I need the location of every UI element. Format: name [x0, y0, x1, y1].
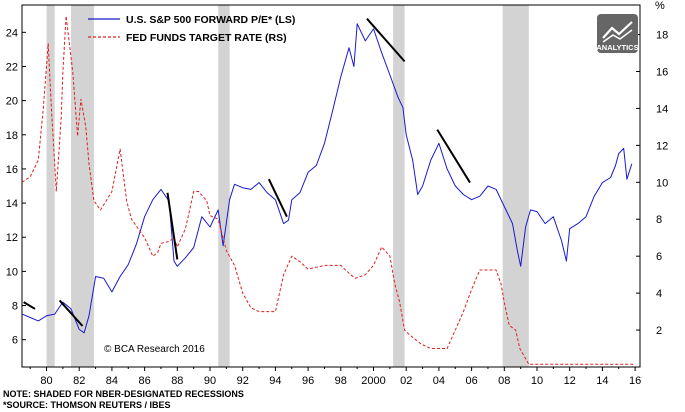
x-tick-label: 04	[433, 375, 445, 387]
trend-line-5	[436, 129, 471, 184]
credit-text: © BCA Research 2016	[104, 344, 205, 355]
x-tick-label: 06	[465, 375, 477, 387]
x-axis: 80 82 84 86 88 90 92 94 96 98 2000 02 04 06 08 10 12 14 16	[29, 367, 641, 387]
recession-band-4	[502, 5, 529, 367]
y-left-tick-label: 20	[6, 96, 18, 108]
y-left-tick-label: 10	[6, 266, 18, 278]
y-left-tick-label: 16	[6, 164, 18, 176]
note-source: *SOURCE: THOMSON REUTERS / IBES	[3, 400, 171, 410]
y-left-tick-label: 18	[6, 130, 18, 142]
y-right-tick-label: 6	[656, 251, 662, 263]
y-axis-right: 2 4 6 8 10 12 14 16 18	[636, 30, 668, 337]
trend-line-0	[23, 301, 36, 310]
x-tick-label: 2000	[361, 375, 385, 387]
logo-chart-icon	[602, 21, 633, 39]
trend-line-4	[366, 17, 406, 63]
plot-frame	[21, 4, 641, 368]
recession-band-1	[71, 5, 94, 367]
y-axis-left: 6 8 10 12 14 16 18 20 22 24	[6, 27, 26, 347]
x-tick-label: 10	[531, 375, 543, 387]
recession-band-0	[46, 5, 55, 367]
y-left-tick-label: 24	[6, 27, 18, 39]
x-tick-label: 88	[171, 375, 183, 387]
recession-band-2	[218, 5, 230, 367]
x-tick-label: 08	[498, 375, 510, 387]
trend-line-2	[166, 192, 179, 260]
legend-fed-label: FED FUNDS TARGET RATE (RS)	[126, 32, 287, 44]
x-tick-label: 98	[335, 375, 347, 387]
x-tick-label: 94	[269, 375, 281, 387]
trend-lines	[23, 17, 471, 327]
y-right-tick-label: 10	[656, 177, 668, 189]
y-right-tick-label: 2	[656, 325, 662, 337]
x-tick-label: 96	[302, 375, 314, 387]
x-tick-label: 16	[629, 375, 641, 387]
legend: U.S. S&P 500 FORWARD P/E* (LS) FED FUNDS…	[88, 14, 295, 44]
y-left-tick-label: 12	[6, 232, 18, 244]
x-tick-label: 84	[106, 375, 118, 387]
x-tick-label: 82	[73, 375, 85, 387]
legend-pe-label: U.S. S&P 500 FORWARD P/E* (LS)	[126, 14, 295, 26]
y-left-tick-label: 6	[12, 335, 18, 347]
y-right-tick-label: 16	[656, 66, 668, 78]
series-lines	[21, 15, 634, 365]
x-tick-label: 02	[400, 375, 412, 387]
y-right-tick-label: 8	[656, 214, 662, 226]
recession-bands	[46, 5, 529, 367]
x-tick-label: 90	[204, 375, 216, 387]
logo-chart-icon-2	[602, 29, 633, 43]
note-recessions: NOTE: SHADED FOR NBER-DESIGNATED RECESSI…	[3, 389, 244, 399]
analytics-logo: ANALYTICS	[596, 14, 639, 53]
y-right-tick-label: 18	[656, 30, 668, 42]
fed-funds-series-line	[21, 15, 634, 365]
x-tick-label: 80	[40, 375, 52, 387]
recession-band-3	[393, 5, 405, 367]
y-left-tick-label: 14	[6, 198, 18, 210]
x-tick-label: 86	[138, 375, 150, 387]
x-tick-label: 12	[564, 375, 576, 387]
y-left-tick-label: 8	[12, 301, 18, 313]
y-right-tick-label: 14	[656, 103, 668, 115]
logo-text: ANALYTICS	[596, 43, 638, 52]
y-right-tick-label: 12	[656, 140, 668, 152]
x-tick-label: 92	[237, 375, 249, 387]
pe-series-line	[21, 23, 633, 334]
y-left-tick-label: 22	[6, 61, 18, 73]
right-axis-unit: %	[655, 0, 665, 12]
y-right-tick-label: 4	[656, 288, 662, 300]
x-tick-label: 14	[596, 375, 608, 387]
trend-line-1	[58, 299, 84, 327]
trend-line-3	[267, 178, 288, 218]
